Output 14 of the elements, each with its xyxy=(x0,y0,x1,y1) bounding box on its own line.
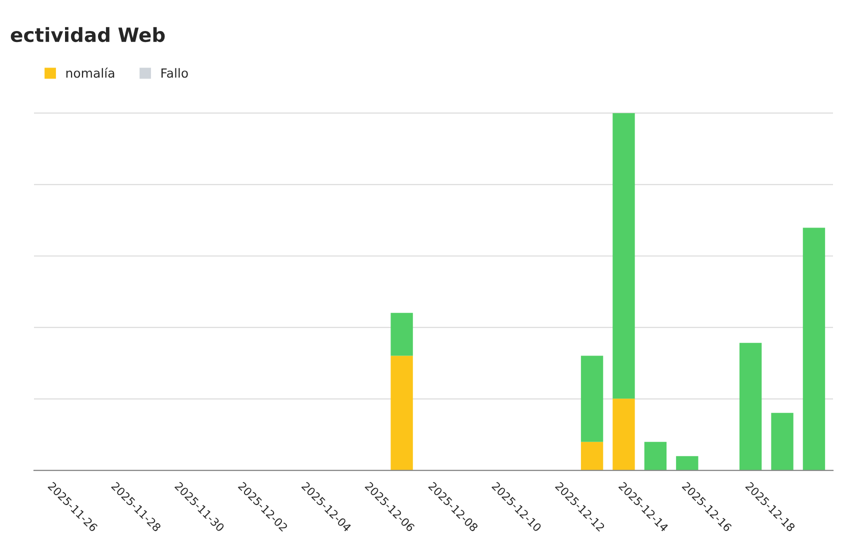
bar xyxy=(580,356,604,442)
bar xyxy=(580,442,604,470)
bar xyxy=(612,113,635,399)
bar xyxy=(676,456,698,470)
bar xyxy=(390,356,413,470)
bar xyxy=(390,312,413,356)
legend-label: Fallo xyxy=(161,68,188,78)
bar xyxy=(612,398,635,470)
chart-title: ectividad Web xyxy=(10,27,165,42)
bar xyxy=(644,442,667,470)
bar xyxy=(802,228,826,470)
bar xyxy=(771,412,794,470)
legend-label: nomalía xyxy=(66,68,114,78)
bar xyxy=(739,342,762,470)
